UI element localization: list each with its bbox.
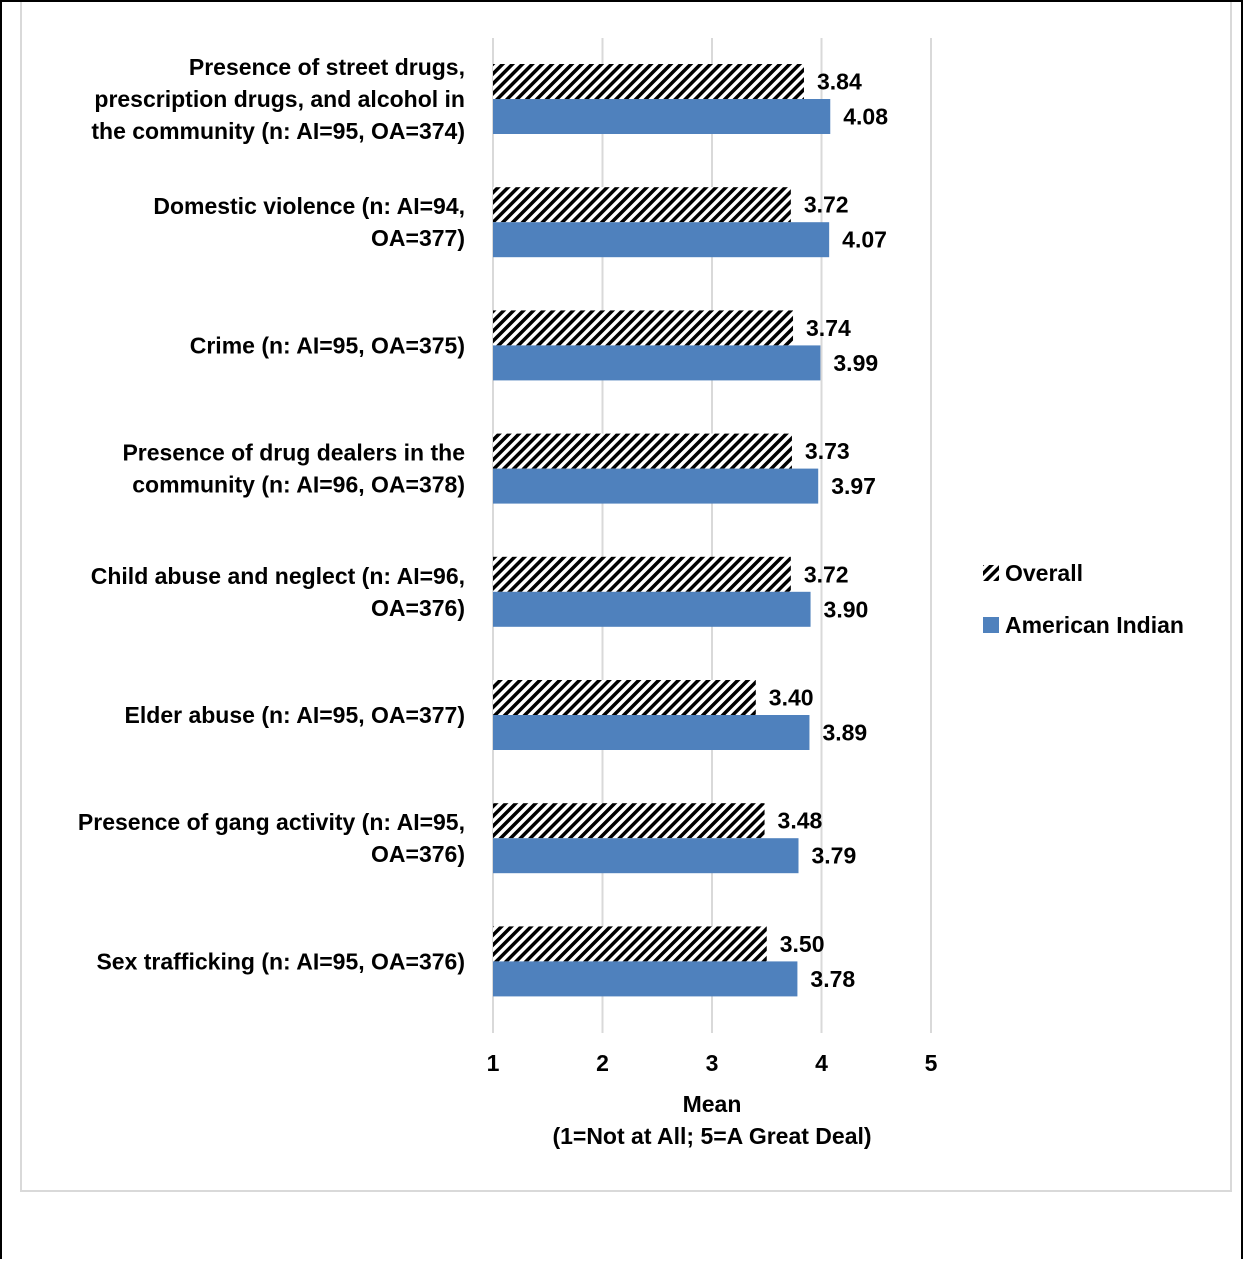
data-label: 3.78	[810, 966, 855, 992]
bar-american-indian	[493, 99, 831, 134]
bar-american-indian	[493, 468, 819, 504]
bar-overall	[493, 803, 765, 839]
legend-label: Overall	[1005, 560, 1083, 586]
x-axis-subtitle: (1=Not at All; 5=A Great Deal)	[552, 1123, 871, 1149]
legend-label: American Indian	[1005, 612, 1184, 638]
bar-overall	[493, 926, 767, 962]
data-label: 4.08	[843, 104, 888, 130]
x-axis-title: Mean	[683, 1091, 742, 1117]
bar-overall	[493, 187, 791, 223]
labels: 1 2 3 4 5 Presence of street drugs, prescripti…	[78, 54, 938, 1149]
bar-american-indian	[493, 222, 830, 258]
category-label: Presence of drug dealers in the community…	[122, 440, 465, 498]
x-tick-label: 3	[706, 1050, 719, 1076]
data-label: 3.84	[817, 69, 862, 95]
bar-american-indian	[493, 838, 799, 874]
category-label: Sex trafficking (n: AI=95, OA=376)	[96, 948, 465, 974]
data-label: 3.72	[804, 192, 849, 218]
data-label: 3.50	[780, 931, 825, 957]
bar-american-indian	[493, 961, 798, 997]
category-label: Presence of gang activity (n: AI=95, OA=3…	[78, 809, 465, 867]
data-label: 3.97	[831, 473, 876, 499]
bar-overall	[493, 680, 756, 715]
data-label: 3.89	[822, 720, 867, 746]
bar-overall	[493, 556, 791, 592]
bar-overall	[493, 433, 792, 469]
category-label: Elder abuse (n: AI=95, OA=377)	[125, 702, 465, 728]
x-tick-label: 5	[925, 1050, 938, 1076]
x-tick-label: 4	[815, 1050, 828, 1076]
bar-american-indian	[493, 715, 810, 750]
bar-american-indian	[493, 345, 821, 381]
bar-american-indian	[493, 591, 811, 627]
data-label: 4.07	[842, 227, 887, 253]
data-label: 3.72	[804, 561, 849, 587]
category-label: Presence of street drugs, prescription dr…	[91, 54, 465, 144]
legend: Overall American Indian	[983, 560, 1184, 638]
x-tick-label: 2	[596, 1050, 609, 1076]
data-label: 3.40	[769, 685, 814, 711]
chart-area	[20, 2, 1232, 1192]
bar-overall	[493, 64, 804, 99]
legend-swatch	[983, 617, 999, 633]
data-label: 3.99	[833, 350, 878, 376]
category-label: Crime (n: AI=95, OA=375)	[190, 332, 465, 358]
x-tick-label: 1	[487, 1050, 500, 1076]
category-label: Child abuse and neglect (n: AI=96, OA=376…	[91, 563, 465, 621]
data-label: 3.90	[824, 596, 869, 622]
data-label: 3.48	[778, 808, 823, 834]
data-label: 3.79	[812, 843, 857, 869]
bars	[493, 64, 831, 997]
legend-swatch	[983, 565, 999, 581]
data-label: 3.74	[806, 315, 851, 341]
data-label: 3.73	[805, 438, 850, 464]
category-label: Domestic violence (n: AI=94, OA=377)	[153, 193, 465, 251]
bar-overall	[493, 310, 794, 346]
